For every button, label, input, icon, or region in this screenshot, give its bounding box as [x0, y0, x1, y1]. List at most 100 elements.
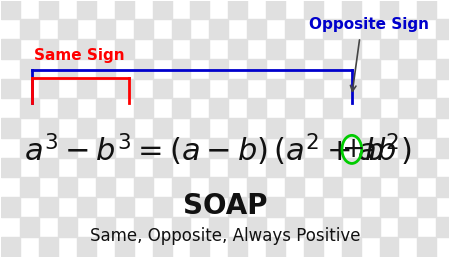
Bar — [210, 98, 228, 118]
Bar — [134, 138, 153, 158]
Bar — [39, 78, 58, 98]
Bar — [39, 158, 58, 178]
Bar — [96, 178, 115, 197]
Bar — [228, 78, 247, 98]
Bar — [417, 158, 436, 178]
Bar — [153, 118, 172, 138]
Bar — [285, 59, 304, 78]
Bar — [455, 197, 474, 217]
Bar — [285, 98, 304, 118]
Bar — [285, 217, 304, 237]
Bar — [380, 118, 399, 138]
Bar — [172, 19, 191, 39]
Bar — [153, 78, 172, 98]
Bar — [266, 78, 285, 98]
Bar — [77, 158, 96, 178]
Bar — [455, 118, 474, 138]
Bar — [96, 59, 115, 78]
Text: SOAP: SOAP — [183, 192, 268, 220]
Bar — [191, 0, 210, 19]
Bar — [380, 197, 399, 217]
Bar — [361, 138, 380, 158]
Bar — [153, 0, 172, 19]
Bar — [361, 178, 380, 197]
Bar — [96, 138, 115, 158]
Bar — [417, 118, 436, 138]
Bar — [58, 217, 77, 237]
Bar — [172, 217, 191, 237]
Bar — [361, 59, 380, 78]
Bar — [20, 138, 39, 158]
Bar — [399, 138, 417, 158]
Bar — [380, 158, 399, 178]
Bar — [115, 118, 134, 138]
Bar — [115, 237, 134, 257]
Bar — [58, 138, 77, 158]
Bar — [380, 0, 399, 19]
Bar — [191, 237, 210, 257]
Bar — [323, 19, 342, 39]
Bar — [266, 197, 285, 217]
Bar — [342, 0, 361, 19]
Bar — [77, 237, 96, 257]
Bar — [228, 197, 247, 217]
Bar — [39, 197, 58, 217]
Bar — [228, 158, 247, 178]
Bar — [39, 118, 58, 138]
Bar — [247, 19, 266, 39]
Bar — [455, 78, 474, 98]
Bar — [134, 19, 153, 39]
Bar — [436, 178, 455, 197]
Bar — [153, 158, 172, 178]
Bar — [191, 39, 210, 59]
Bar — [58, 19, 77, 39]
Bar — [134, 59, 153, 78]
Bar — [191, 197, 210, 217]
Bar — [266, 158, 285, 178]
Bar — [115, 0, 134, 19]
Bar — [153, 39, 172, 59]
Bar — [39, 237, 58, 257]
Bar — [191, 158, 210, 178]
Bar — [20, 178, 39, 197]
Bar — [285, 19, 304, 39]
Bar — [20, 217, 39, 237]
Bar — [304, 197, 323, 217]
Bar — [323, 138, 342, 158]
Bar — [436, 138, 455, 158]
Text: $b^2)$: $b^2)$ — [364, 131, 411, 168]
Bar — [304, 78, 323, 98]
Bar — [285, 138, 304, 158]
Bar — [455, 158, 474, 178]
Bar — [361, 19, 380, 39]
Bar — [134, 98, 153, 118]
Bar — [58, 178, 77, 197]
Bar — [323, 217, 342, 237]
Bar — [304, 0, 323, 19]
Bar — [323, 178, 342, 197]
Bar — [134, 178, 153, 197]
Bar — [39, 0, 58, 19]
Bar — [20, 59, 39, 78]
Bar — [399, 59, 417, 78]
Bar — [247, 59, 266, 78]
Bar — [153, 197, 172, 217]
Bar — [77, 118, 96, 138]
Bar — [210, 178, 228, 197]
Bar — [115, 78, 134, 98]
Bar — [77, 39, 96, 59]
Bar — [436, 19, 455, 39]
Bar — [228, 237, 247, 257]
Bar — [399, 178, 417, 197]
Bar — [266, 237, 285, 257]
Bar — [247, 217, 266, 237]
Bar — [1, 39, 20, 59]
Bar — [342, 237, 361, 257]
Bar — [115, 158, 134, 178]
Bar — [1, 78, 20, 98]
Bar — [417, 39, 436, 59]
Bar — [172, 138, 191, 158]
Bar — [399, 98, 417, 118]
Bar — [210, 59, 228, 78]
Bar — [58, 98, 77, 118]
